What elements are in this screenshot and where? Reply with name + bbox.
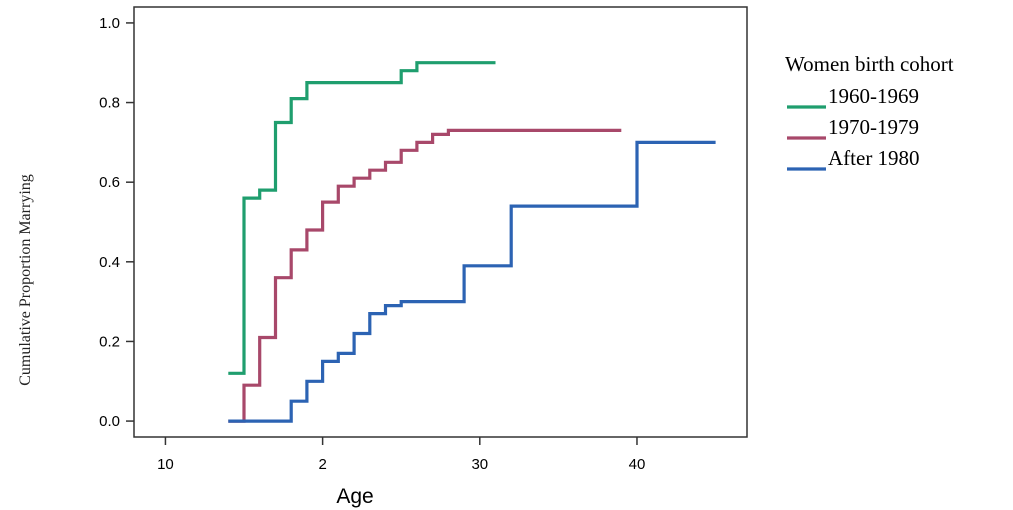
x-axis: 10 2 30 40 bbox=[157, 437, 645, 473]
y-axis-title: Cumulative Proportion Marrying bbox=[17, 174, 34, 386]
y-tick-label: 0.4 bbox=[99, 254, 120, 271]
legend-label: After 1980 bbox=[828, 146, 920, 170]
x-tick-label: 2 bbox=[318, 456, 326, 473]
x-tick-label: 40 bbox=[629, 456, 646, 473]
y-tick-label: 0.8 bbox=[99, 95, 120, 112]
series-layer bbox=[228, 61, 716, 423]
y-tick-label: 0.0 bbox=[99, 413, 120, 430]
series-line-3 bbox=[228, 140, 716, 423]
y-axis: 0.0 0.2 0.4 0.6 0.8 1.0 bbox=[99, 15, 134, 430]
x-tick-label: 30 bbox=[471, 456, 488, 473]
x-tick-label: 10 bbox=[157, 456, 174, 473]
legend-label: 1970-1979 bbox=[828, 115, 919, 139]
legend-label: 1960-1969 bbox=[828, 84, 919, 108]
y-tick-label: 0.2 bbox=[99, 333, 120, 350]
plot-frame bbox=[133, 6, 748, 438]
x-axis-title: Age bbox=[336, 485, 373, 508]
legend: Women birth cohort 1960-1969 1970-1979 Aft… bbox=[785, 52, 954, 171]
legend-title: Women birth cohort bbox=[785, 52, 954, 76]
y-tick-label: 0.6 bbox=[99, 174, 120, 191]
series-line-1 bbox=[228, 61, 496, 375]
y-tick-label: 1.0 bbox=[99, 15, 120, 32]
series-line-2 bbox=[228, 128, 622, 423]
